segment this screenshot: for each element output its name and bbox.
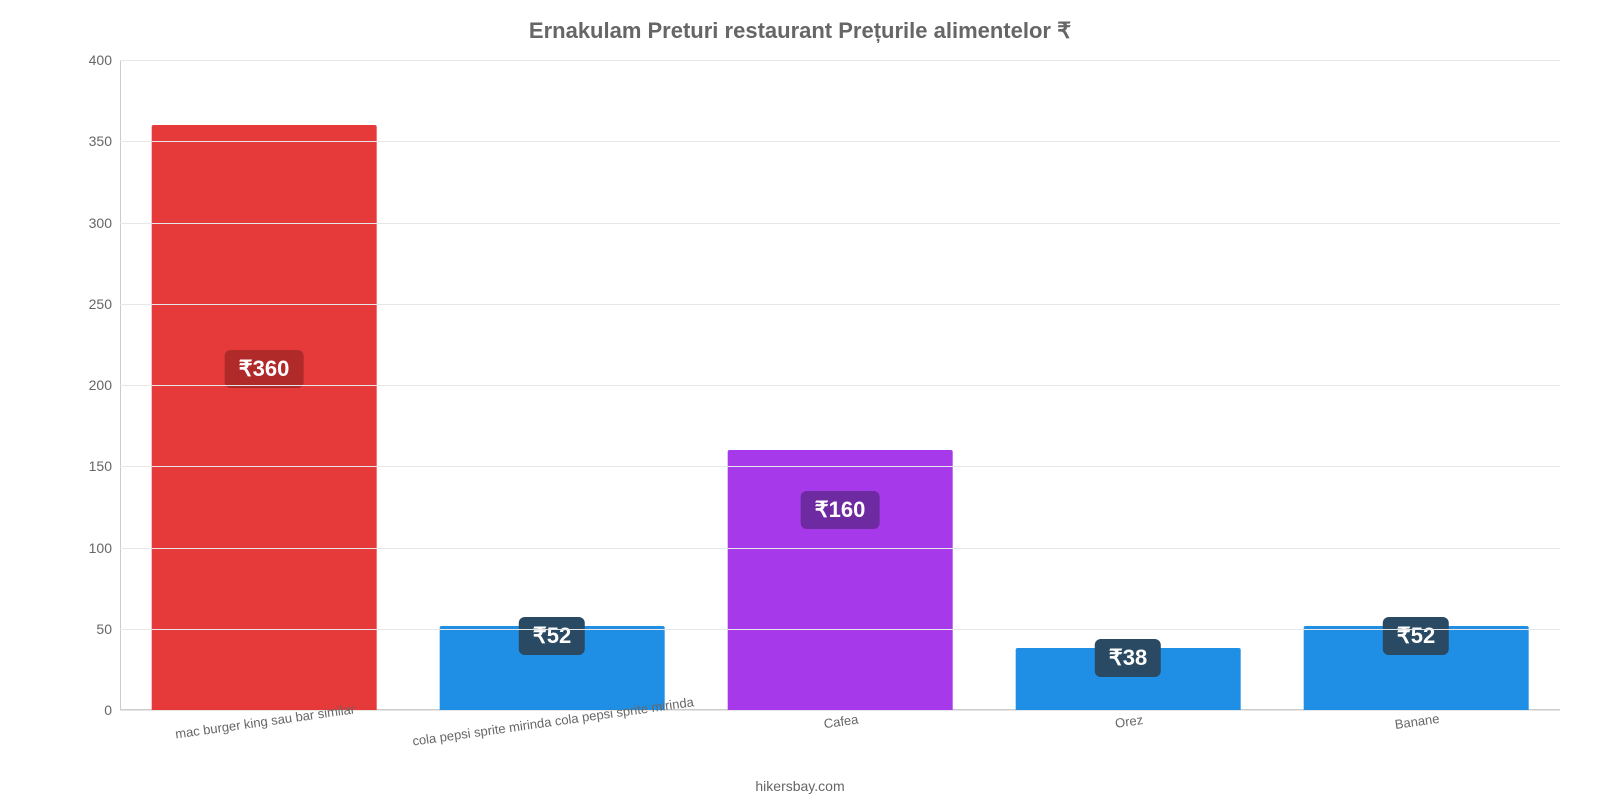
gridline xyxy=(120,304,1560,305)
y-tick-label: 100 xyxy=(62,540,112,556)
gridline xyxy=(120,385,1560,386)
gridline xyxy=(120,466,1560,467)
x-tick-label: Orez xyxy=(1114,712,1144,731)
gridline xyxy=(120,141,1560,142)
value-badge: ₹38 xyxy=(1095,639,1161,677)
y-tick-label: 300 xyxy=(62,215,112,231)
chart-title: Ernakulam Preturi restaurant Prețurile a… xyxy=(0,0,1600,44)
y-tick-label: 250 xyxy=(62,296,112,312)
gridline xyxy=(120,60,1560,61)
value-badge: ₹52 xyxy=(519,617,585,655)
gridline xyxy=(120,548,1560,549)
value-badge: ₹360 xyxy=(225,350,304,388)
y-tick-label: 0 xyxy=(62,702,112,718)
gridline xyxy=(120,629,1560,630)
y-tick-label: 200 xyxy=(62,377,112,393)
y-tick-label: 50 xyxy=(62,621,112,637)
bar xyxy=(728,450,953,710)
bar xyxy=(152,125,377,710)
x-axis-labels: mac burger king sau bar similarcola peps… xyxy=(120,712,1560,772)
x-tick-label: Cafea xyxy=(823,712,859,732)
x-tick-label: Banane xyxy=(1394,711,1440,732)
value-badge: ₹52 xyxy=(1383,617,1449,655)
footer-attribution: hikersbay.com xyxy=(0,778,1600,794)
y-axis: 050100150200250300350400 xyxy=(70,60,120,710)
y-tick-label: 350 xyxy=(62,133,112,149)
y-tick-label: 400 xyxy=(62,52,112,68)
gridline xyxy=(120,223,1560,224)
value-badge: ₹160 xyxy=(801,491,880,529)
plot-area: 050100150200250300350400 ₹360₹52₹160₹38₹… xyxy=(120,60,1560,710)
y-tick-label: 150 xyxy=(62,458,112,474)
